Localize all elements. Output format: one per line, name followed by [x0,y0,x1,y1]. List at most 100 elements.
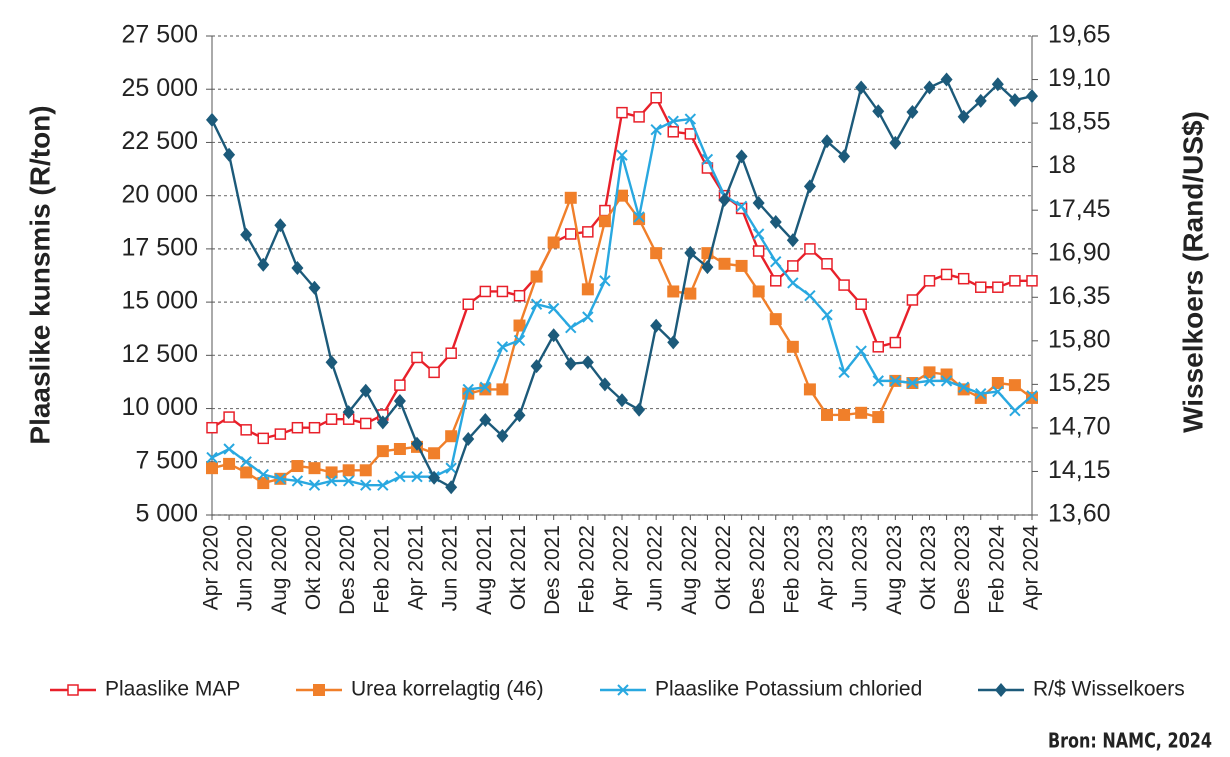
data-point [308,479,321,491]
data-point [257,257,270,272]
y-tick-label: 7 500 [135,446,198,474]
data-point [769,215,782,230]
x-tick-label: Des 2023 [951,525,974,615]
data-point [360,479,372,491]
data-point [599,275,611,287]
data-point [479,412,492,427]
data-point [274,473,287,485]
x-tick-label: Jun 2020 [234,525,257,611]
data-point [975,387,987,400]
data-point [462,383,474,396]
y2-tick-label: 17,45 [1048,195,1111,223]
data-point [923,375,936,387]
series [206,72,1038,495]
data-point [564,191,577,204]
data-point [752,245,765,257]
data-point [479,383,492,396]
y2-tick-label: 19,10 [1048,64,1111,92]
y2-tick-label: 14,70 [1048,413,1111,441]
data-point [821,408,833,421]
y-tick-label: 25 000 [122,74,198,102]
data-point [479,285,492,298]
data-point [223,443,235,455]
data-point [752,228,765,240]
data-point [274,218,287,233]
data-point [974,391,987,404]
data-point [581,283,594,296]
data-point [428,447,441,460]
data-point [565,228,577,240]
data-point [684,128,697,140]
data-point [1026,391,1038,404]
data-point [616,106,628,119]
data-point [872,341,884,353]
y2-tick-label: 16,90 [1048,238,1111,266]
data-point [906,105,919,120]
data-point [735,200,748,213]
data-point [923,366,936,379]
data-point [445,462,457,474]
data-point [445,347,457,359]
data-point [393,393,406,408]
data-point [906,294,919,306]
x-tick-label: Feb 2023 [780,525,803,614]
data-point [325,475,338,487]
legend-label: Urea korrelagtig (46) [351,678,544,701]
data-point [496,285,509,298]
data-point [786,340,799,353]
data-point [479,381,492,393]
y-tick-label: 20 000 [122,180,198,208]
y2-tick-label: 18 [1048,151,1076,179]
y-tick-label: 10 000 [122,393,198,421]
data-point [257,432,269,445]
data-point [240,424,252,436]
data-point [223,147,236,162]
data-point [889,336,902,349]
data-point [428,366,440,379]
legend-label: Plaaslike MAP [105,678,240,701]
data-point [957,109,970,124]
data-point [940,375,953,387]
data-point [974,93,987,108]
data-point [872,104,885,119]
data-point [718,192,731,207]
data-point [650,318,663,333]
data-point [342,475,355,487]
data-point [735,259,748,272]
data-point [940,268,953,281]
data-point [923,80,936,95]
data-point [564,356,577,371]
y-axis-title: Plaaslike kunsmis (R/ton) [24,105,55,444]
y2-tick-label: 16,35 [1048,282,1111,310]
data-point [855,298,867,310]
data-point [701,153,714,166]
data-point [411,351,423,364]
x-tick-label: Okt 2023 [917,525,940,610]
data-point [940,72,953,87]
data-point [411,436,423,451]
data-point [462,431,475,446]
data-point [667,115,679,127]
data-point [257,477,270,490]
data-point [274,428,287,440]
data-point [223,411,235,423]
data-point [804,243,816,255]
data-point [787,277,799,289]
data-point [889,135,902,150]
data-point [803,383,816,396]
data-point [838,366,850,379]
x-tick-label: Apr 2023 [815,525,838,610]
x-tick-label: Apr 2022 [610,525,633,610]
data-point [872,375,884,387]
data-point [684,245,697,260]
data-point [616,393,628,408]
data-point [359,383,372,398]
data-point [581,355,594,370]
data-point [633,211,645,223]
data-point [975,281,987,293]
data-point [752,196,765,211]
y-tick-label: 5 000 [135,500,198,528]
x-tick-label: Apr 2020 [200,525,223,610]
data-point [240,227,253,242]
